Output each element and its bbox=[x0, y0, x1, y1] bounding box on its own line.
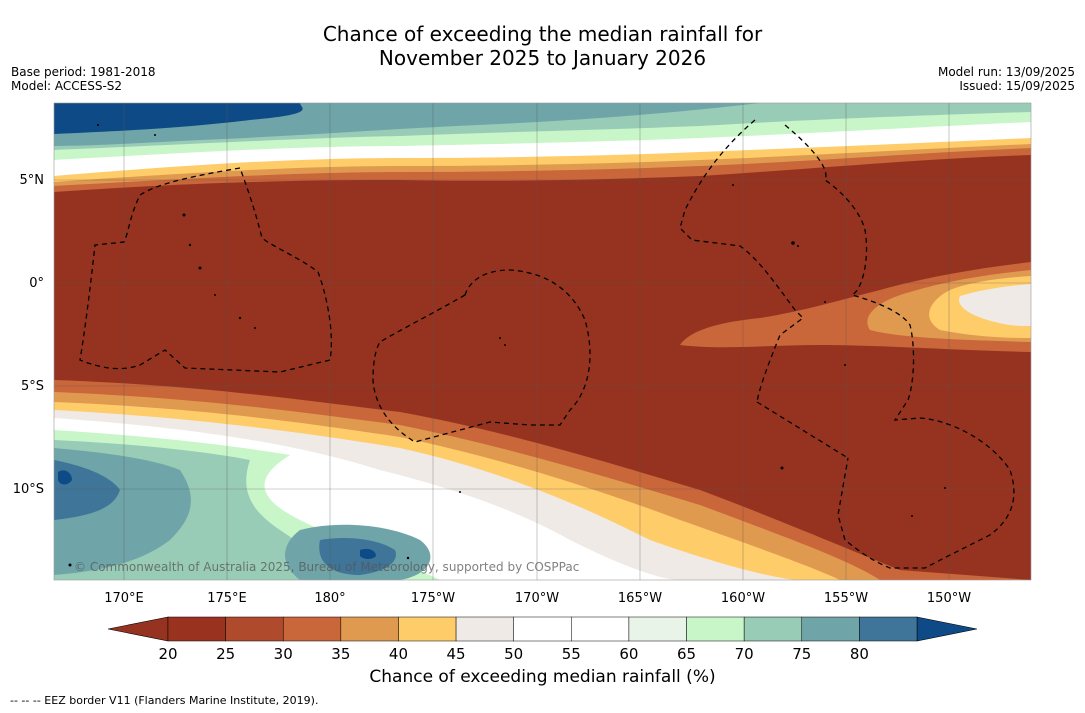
colorbar-tick-label: 30 bbox=[274, 645, 293, 663]
rainfall-field bbox=[54, 103, 1031, 580]
lat-tick-label: 5°S bbox=[21, 379, 44, 394]
colorbar-segment bbox=[513, 616, 572, 642]
colorbar-tick-label: 60 bbox=[619, 645, 638, 663]
colorbar-tick-label: 50 bbox=[504, 645, 523, 663]
colorbar-tick-label: 70 bbox=[735, 645, 754, 663]
base-period: Base period: 1981-2018 bbox=[11, 65, 156, 79]
south-patch-blue bbox=[319, 538, 396, 575]
title-line-2: November 2025 to January 2026 bbox=[378, 46, 707, 70]
lon-tick-label: 175°E bbox=[207, 591, 247, 606]
model-name: Model: ACCESS-S2 bbox=[11, 79, 123, 93]
colorbar-tick-label: 65 bbox=[677, 645, 696, 663]
colorbar-segment bbox=[167, 616, 226, 642]
lat-tick-label: 5°N bbox=[20, 173, 45, 188]
colorbar-segment bbox=[455, 616, 514, 642]
colorbar-tick-label: 25 bbox=[216, 645, 235, 663]
colorbar-segment bbox=[686, 616, 745, 642]
colorbar-segment bbox=[801, 616, 860, 642]
colorbar-tick-label: 80 bbox=[850, 645, 869, 663]
colorbar-under-arrow bbox=[107, 616, 169, 642]
issued-date: Issued: 15/09/2025 bbox=[959, 79, 1075, 93]
model-run: Model run: 13/09/2025 bbox=[937, 65, 1075, 79]
colorbar-over-arrow bbox=[916, 616, 978, 642]
lon-tick-label: 165°W bbox=[618, 591, 662, 606]
colorbar-tick-label: 20 bbox=[158, 645, 177, 663]
colorbar-tick-label: 55 bbox=[562, 645, 581, 663]
meta-right: Model run: 13/09/2025 Issued: 15/09/2025 bbox=[938, 65, 1075, 93]
colorbar-segment bbox=[340, 616, 399, 642]
title-line-1: Chance of exceeding the median rainfall … bbox=[322, 22, 763, 46]
colorbar-label: Chance of exceeding median rainfall (%) bbox=[369, 667, 716, 687]
eez-borders bbox=[79, 119, 1015, 569]
colorbar-segment bbox=[743, 616, 803, 642]
colorbar-tick-label: 35 bbox=[331, 645, 350, 663]
eez-kiribati-gilbert bbox=[79, 167, 332, 373]
lon-tick-label: 170°W bbox=[515, 591, 559, 606]
lat-tick-label: 0° bbox=[29, 276, 44, 291]
east-anomaly-white bbox=[959, 284, 1031, 326]
map-title: Chance of exceeding the median rainfall … bbox=[0, 22, 1085, 70]
map-frame bbox=[53, 102, 1032, 581]
eez-footnote: -- -- -- EEZ border V11 (Flanders Marine… bbox=[10, 694, 319, 707]
eez-phoenix bbox=[372, 269, 591, 443]
south-patch-darkblue bbox=[360, 548, 376, 559]
colorbar: 20 25 30 35 40 45 50 55 60 65 70 75 80 bbox=[107, 616, 978, 663]
south-patch-darkblue-west bbox=[58, 470, 72, 485]
lon-tick-label: 180° bbox=[314, 591, 345, 606]
lon-tick-label: 150°W bbox=[927, 591, 971, 606]
lon-tick-label: 175°W bbox=[411, 591, 455, 606]
graticule bbox=[54, 103, 1031, 580]
colorbar-tick-label: 75 bbox=[792, 645, 811, 663]
north-band-darkblue bbox=[54, 103, 303, 134]
map-copyright: © Commonwealth of Australia 2025, Bureau… bbox=[74, 560, 579, 574]
islands bbox=[68, 124, 946, 567]
lon-tick-label: 155°W bbox=[824, 591, 868, 606]
meta-left: Base period: 1981-2018 Model: ACCESS-S2 bbox=[11, 65, 156, 93]
lon-tick-label: 170°E bbox=[104, 591, 144, 606]
colorbar-tick-label: 45 bbox=[447, 645, 466, 663]
lon-tick-labels: 170°E 175°E 180° 175°W 170°W 165°W 160°W… bbox=[104, 591, 971, 606]
colorbar-segment bbox=[282, 616, 342, 642]
eez-line-east bbox=[784, 124, 1015, 569]
lon-tick-label: 160°W bbox=[721, 591, 765, 606]
eez-line-islands bbox=[679, 119, 804, 403]
colorbar-segment bbox=[225, 616, 284, 642]
colorbar-segment bbox=[571, 616, 630, 642]
lat-tick-labels: 5°N 0° 5°S 10°S bbox=[13, 173, 44, 497]
colorbar-segment bbox=[859, 616, 918, 642]
colorbar-segment bbox=[628, 616, 687, 642]
lat-tick-label: 10°S bbox=[13, 482, 44, 497]
colorbar-segment bbox=[398, 616, 457, 642]
colorbar-tick-label: 40 bbox=[389, 645, 408, 663]
